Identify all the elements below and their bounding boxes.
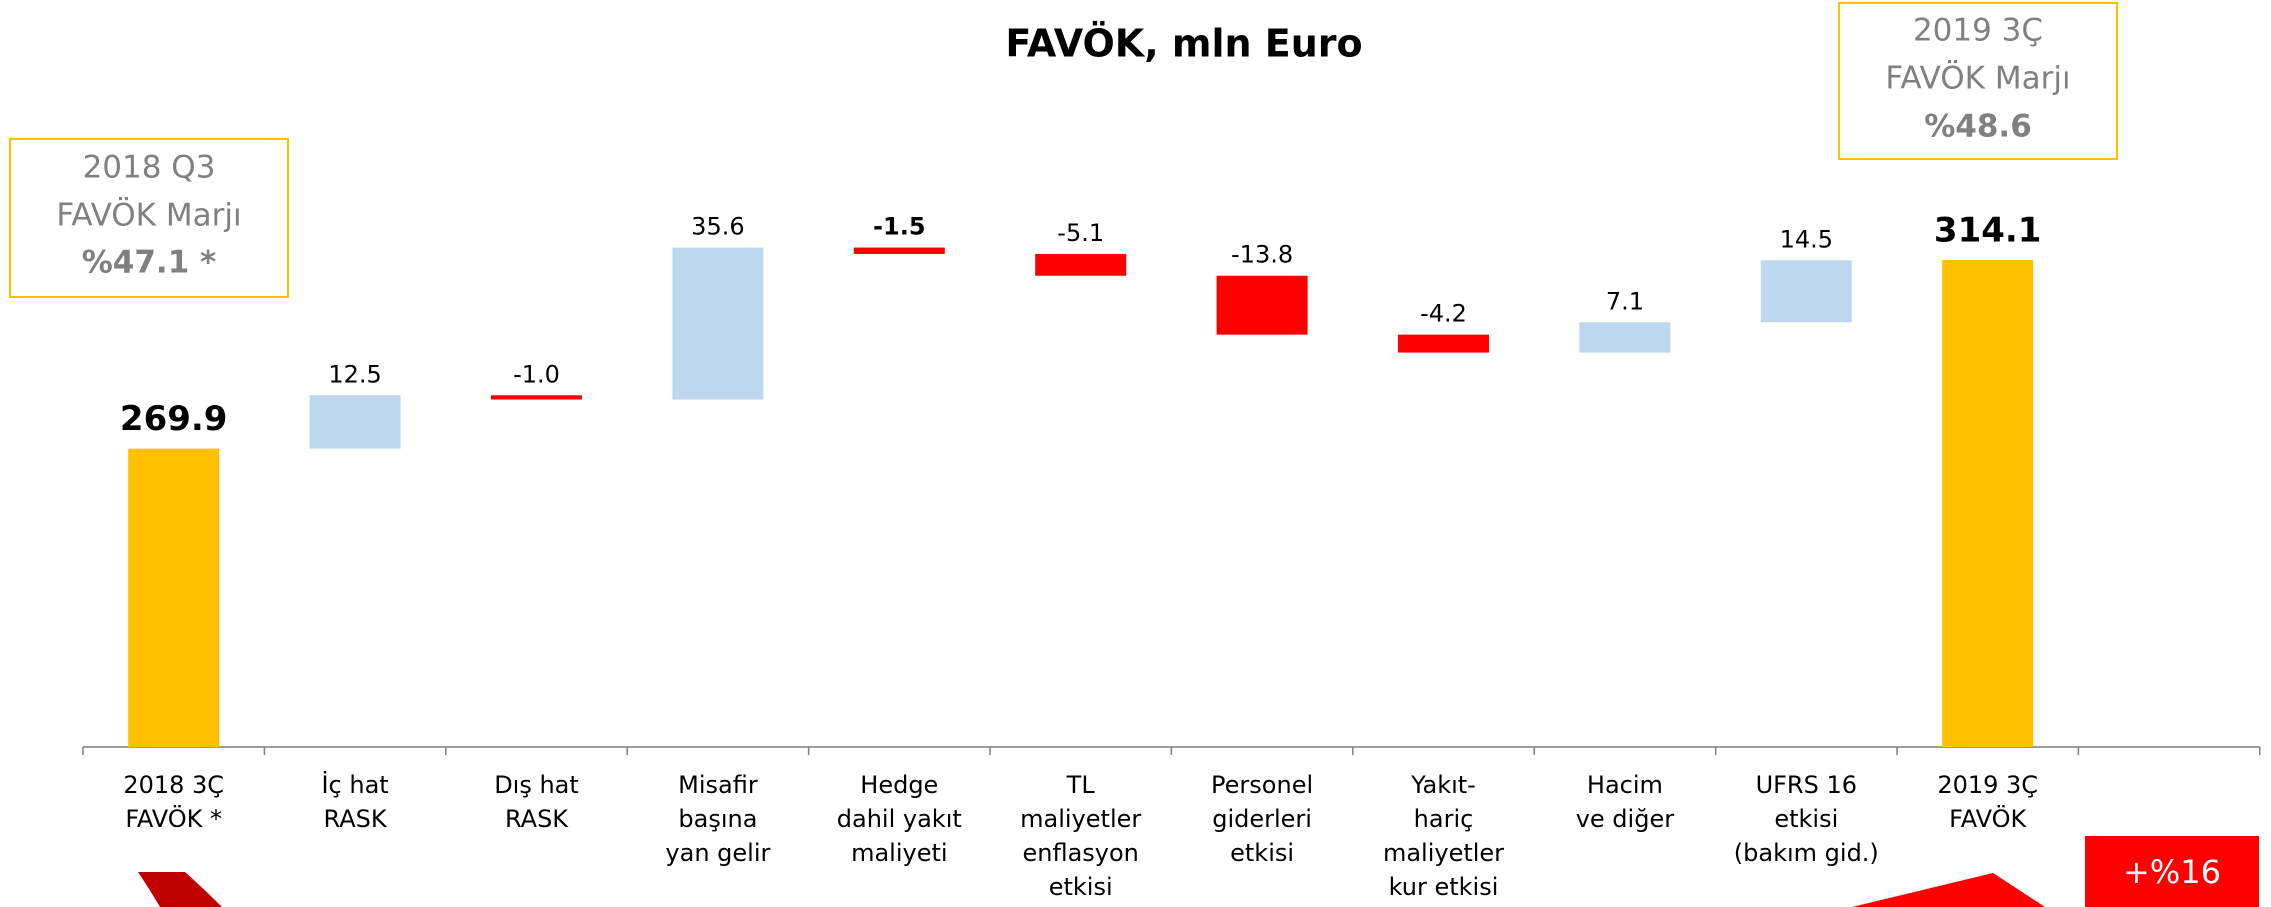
x-tick-label: RASK bbox=[505, 805, 569, 833]
x-tick-label: yan gelir bbox=[665, 839, 770, 867]
x-tick-label: maliyetler bbox=[1383, 839, 1504, 867]
value-label: -1.0 bbox=[513, 360, 560, 388]
x-tick-label: RASK bbox=[324, 805, 388, 833]
bar bbox=[1398, 334, 1489, 353]
x-tick-label: UFRS 16 bbox=[1756, 771, 1857, 799]
decoration bbox=[1852, 873, 2045, 907]
x-tick-label: 2019 3Ç bbox=[1937, 771, 2038, 799]
annotation: +%16 bbox=[2123, 853, 2221, 891]
x-tick-label: dahil yakıt bbox=[837, 805, 962, 833]
x-tick-label: etkisi bbox=[1230, 839, 1294, 867]
bar bbox=[309, 395, 401, 449]
annotation-box bbox=[2085, 836, 2259, 907]
x-tick-label: etkisi bbox=[1774, 805, 1838, 833]
value-label: -5.1 bbox=[1057, 219, 1104, 247]
x-tick-label: enflasyon bbox=[1022, 839, 1138, 867]
x-tick-label: Yakıt- bbox=[1410, 771, 1476, 799]
x-tick-label: başına bbox=[678, 805, 757, 833]
annotation: FAVÖK Marjı bbox=[1885, 60, 2070, 97]
value-label: 269.9 bbox=[120, 399, 228, 439]
bar bbox=[128, 448, 220, 747]
x-tick-label: İç hat bbox=[321, 770, 388, 799]
x-tick-label: FAVÖK bbox=[1949, 804, 2027, 833]
annotation: 2019 3Ç bbox=[1913, 13, 2043, 49]
bar bbox=[1216, 275, 1308, 335]
bar bbox=[1942, 259, 2034, 747]
annotation: %47.1 * bbox=[82, 245, 217, 281]
x-tick-label: Hacim bbox=[1587, 771, 1663, 799]
value-label: 7.1 bbox=[1606, 287, 1644, 315]
annotation: %48.6 bbox=[1924, 109, 2032, 145]
bar bbox=[1035, 253, 1127, 276]
value-label: 314.1 bbox=[1934, 210, 2042, 250]
bar bbox=[853, 247, 945, 254]
decoration bbox=[138, 872, 222, 907]
x-tick-label: ve diğer bbox=[1576, 805, 1675, 833]
x-tick-label: 2018 3Ç bbox=[123, 771, 224, 799]
x-tick-label: Hedge bbox=[860, 771, 938, 799]
x-tick-label: hariç bbox=[1414, 805, 1474, 833]
value-label: 14.5 bbox=[1780, 225, 1833, 253]
x-tick-label: Personel bbox=[1211, 771, 1313, 799]
bar bbox=[1579, 322, 1671, 353]
value-label: 12.5 bbox=[328, 360, 381, 388]
chart-title: FAVÖK, mln Euro bbox=[1005, 22, 1362, 66]
x-tick-label: FAVÖK * bbox=[125, 804, 222, 833]
annotation: 2018 Q3 bbox=[83, 150, 216, 186]
x-tick-label: etkisi bbox=[1049, 873, 1113, 901]
x-tick-label: Misafir bbox=[678, 771, 758, 799]
x-tick-label: maliyeti bbox=[851, 839, 947, 867]
annotation-box bbox=[1838, 2, 2118, 160]
value-label: -4.2 bbox=[1420, 300, 1467, 328]
value-label: 35.6 bbox=[691, 213, 744, 241]
bar bbox=[1760, 260, 1852, 323]
value-label: -13.8 bbox=[1231, 241, 1293, 269]
x-tick-label: TL bbox=[1066, 771, 1096, 799]
x-tick-label: maliyetler bbox=[1020, 805, 1141, 833]
x-tick-label: (bakım gid.) bbox=[1734, 839, 1879, 867]
x-tick-label: Dış hat bbox=[494, 771, 579, 799]
annotation: FAVÖK Marjı bbox=[56, 197, 241, 234]
annotation-box bbox=[9, 138, 289, 298]
value-label: -1.5 bbox=[873, 213, 925, 241]
x-tick-label: kur etkisi bbox=[1389, 873, 1499, 901]
bar bbox=[491, 395, 582, 400]
bar bbox=[672, 247, 764, 400]
x-tick-label: giderleri bbox=[1212, 805, 1312, 833]
